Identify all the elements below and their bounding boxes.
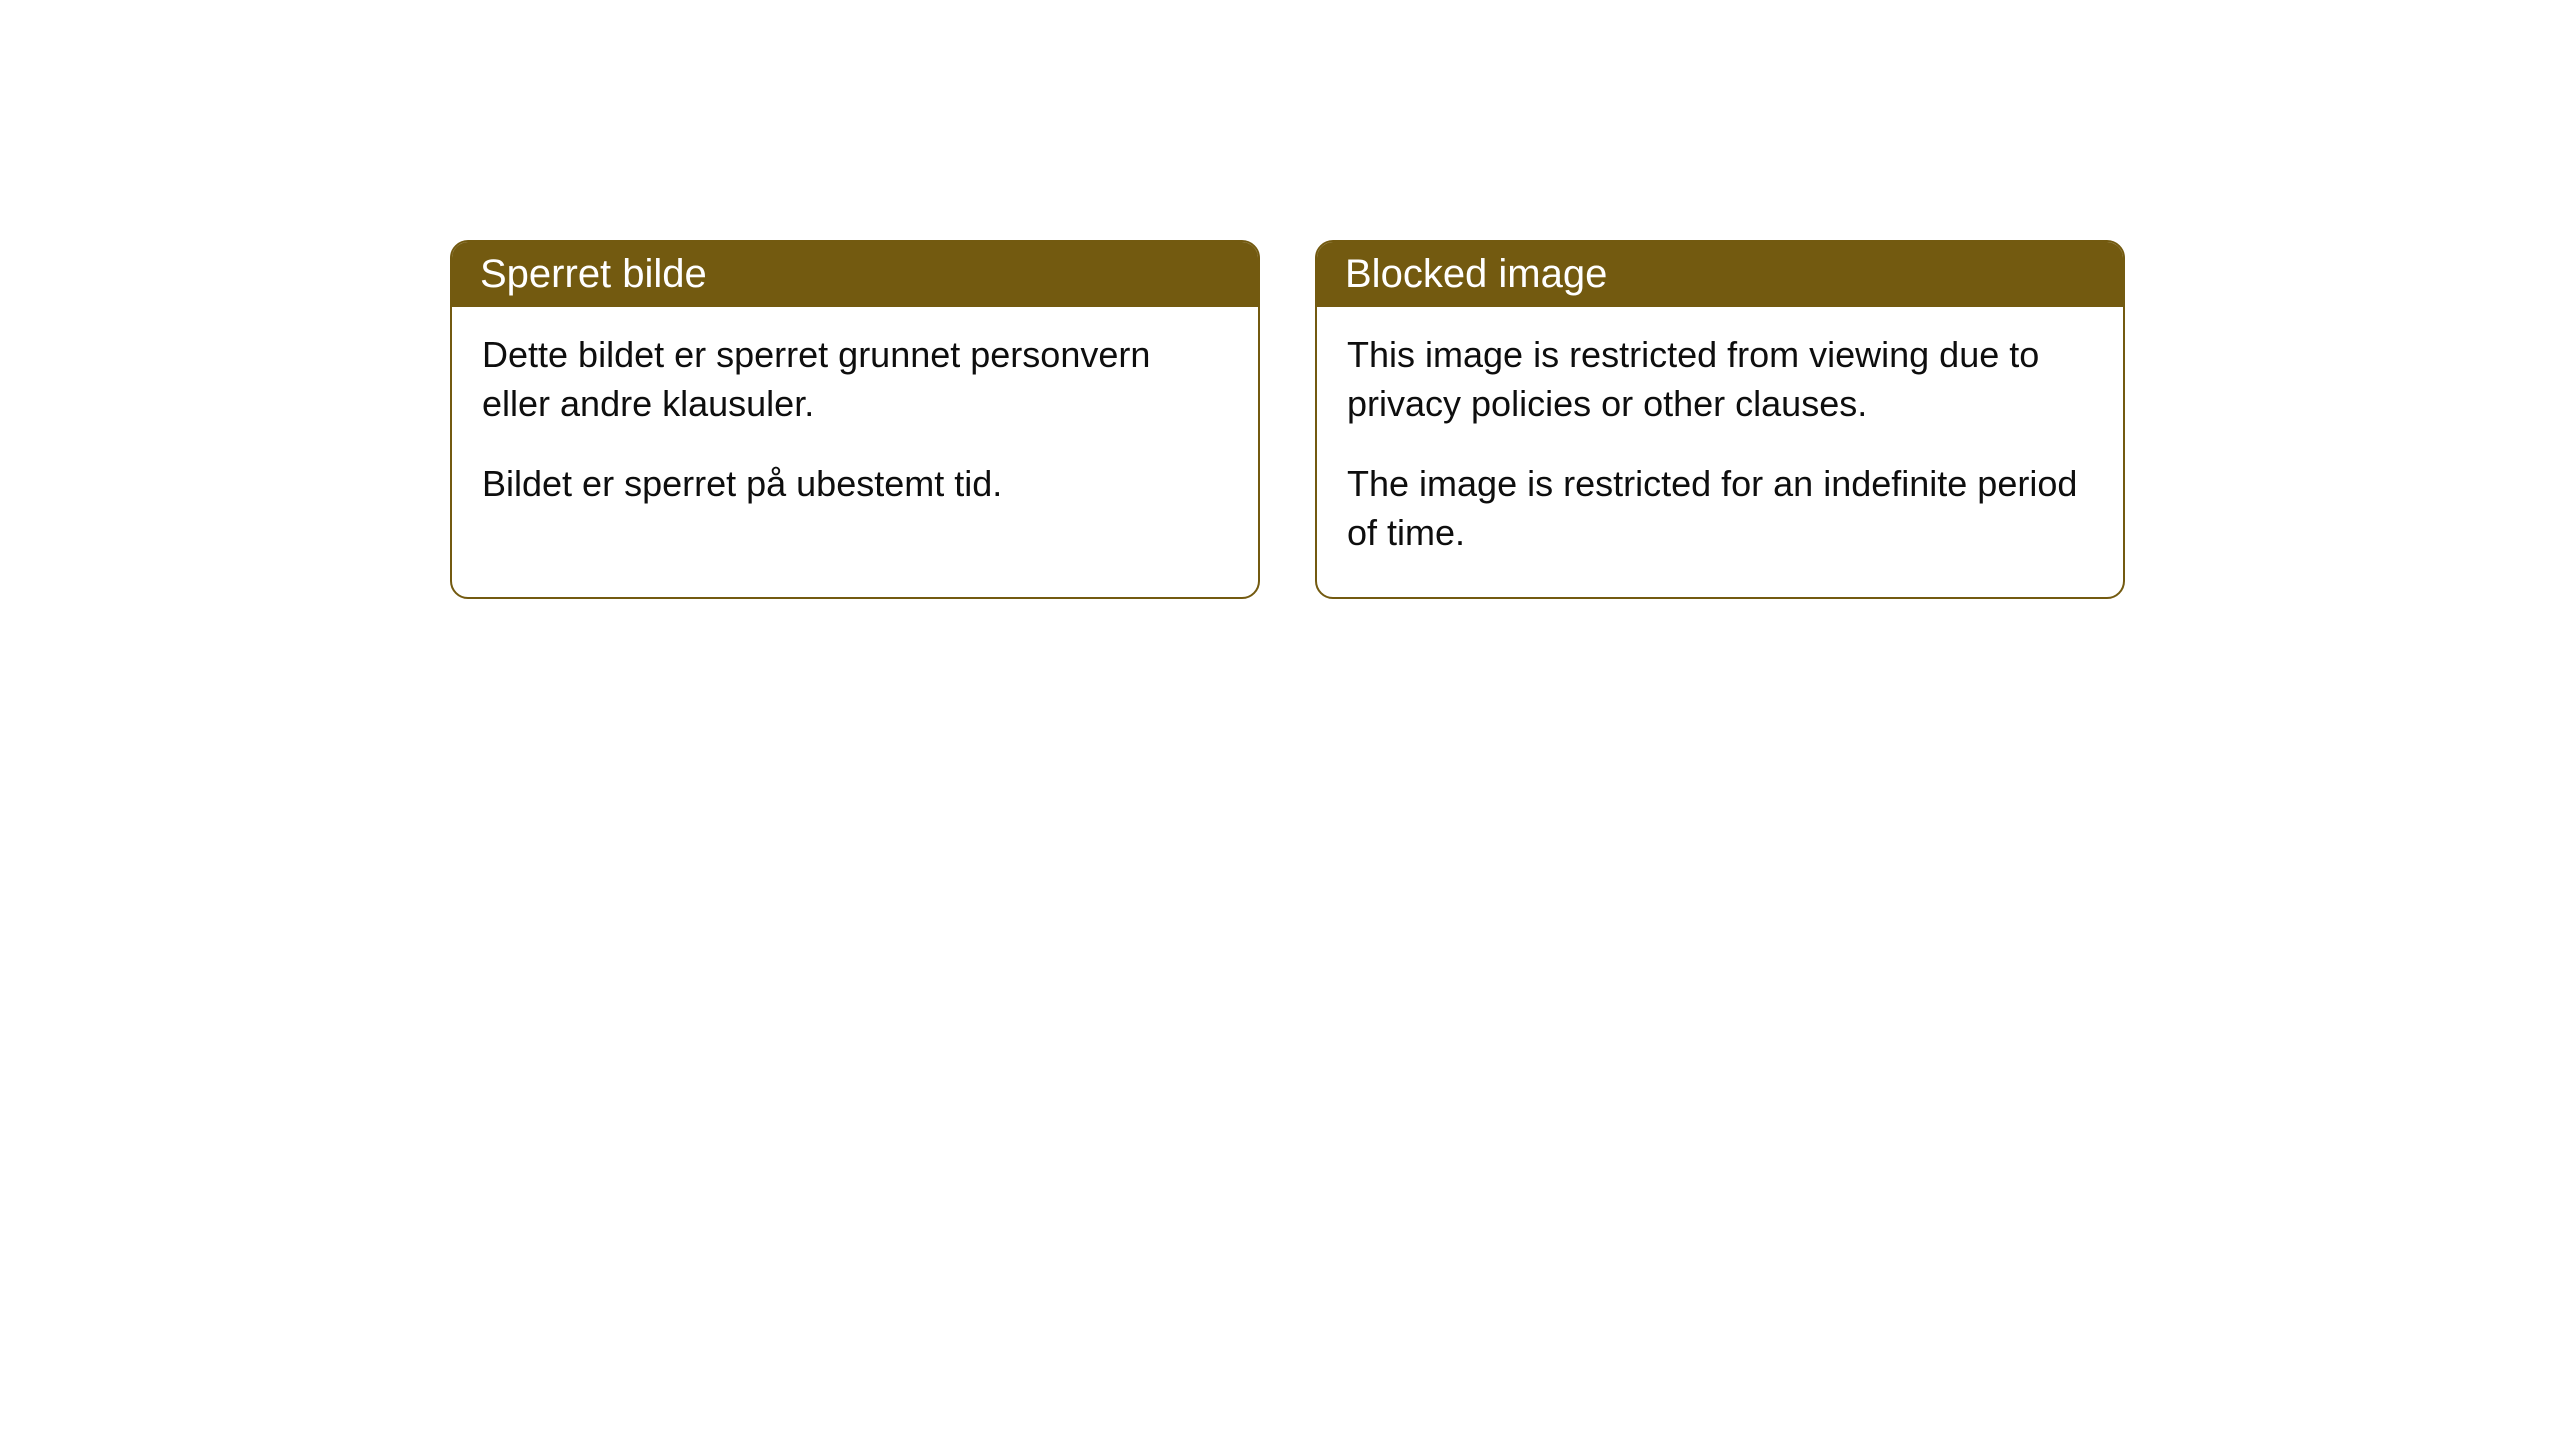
card-header: Blocked image (1317, 242, 2123, 307)
notice-container: Sperret bilde Dette bildet er sperret gr… (450, 240, 2560, 599)
card-body: This image is restricted from viewing du… (1317, 307, 2123, 597)
notice-card-english: Blocked image This image is restricted f… (1315, 240, 2125, 599)
card-title: Sperret bilde (480, 252, 707, 296)
card-header: Sperret bilde (452, 242, 1258, 307)
notice-card-norwegian: Sperret bilde Dette bildet er sperret gr… (450, 240, 1260, 599)
card-paragraph-2: Bildet er sperret på ubestemt tid. (482, 460, 1228, 509)
card-body: Dette bildet er sperret grunnet personve… (452, 307, 1258, 549)
card-title: Blocked image (1345, 252, 1607, 296)
card-paragraph-1: Dette bildet er sperret grunnet personve… (482, 331, 1228, 428)
card-paragraph-1: This image is restricted from viewing du… (1347, 331, 2093, 428)
card-paragraph-2: The image is restricted for an indefinit… (1347, 460, 2093, 557)
